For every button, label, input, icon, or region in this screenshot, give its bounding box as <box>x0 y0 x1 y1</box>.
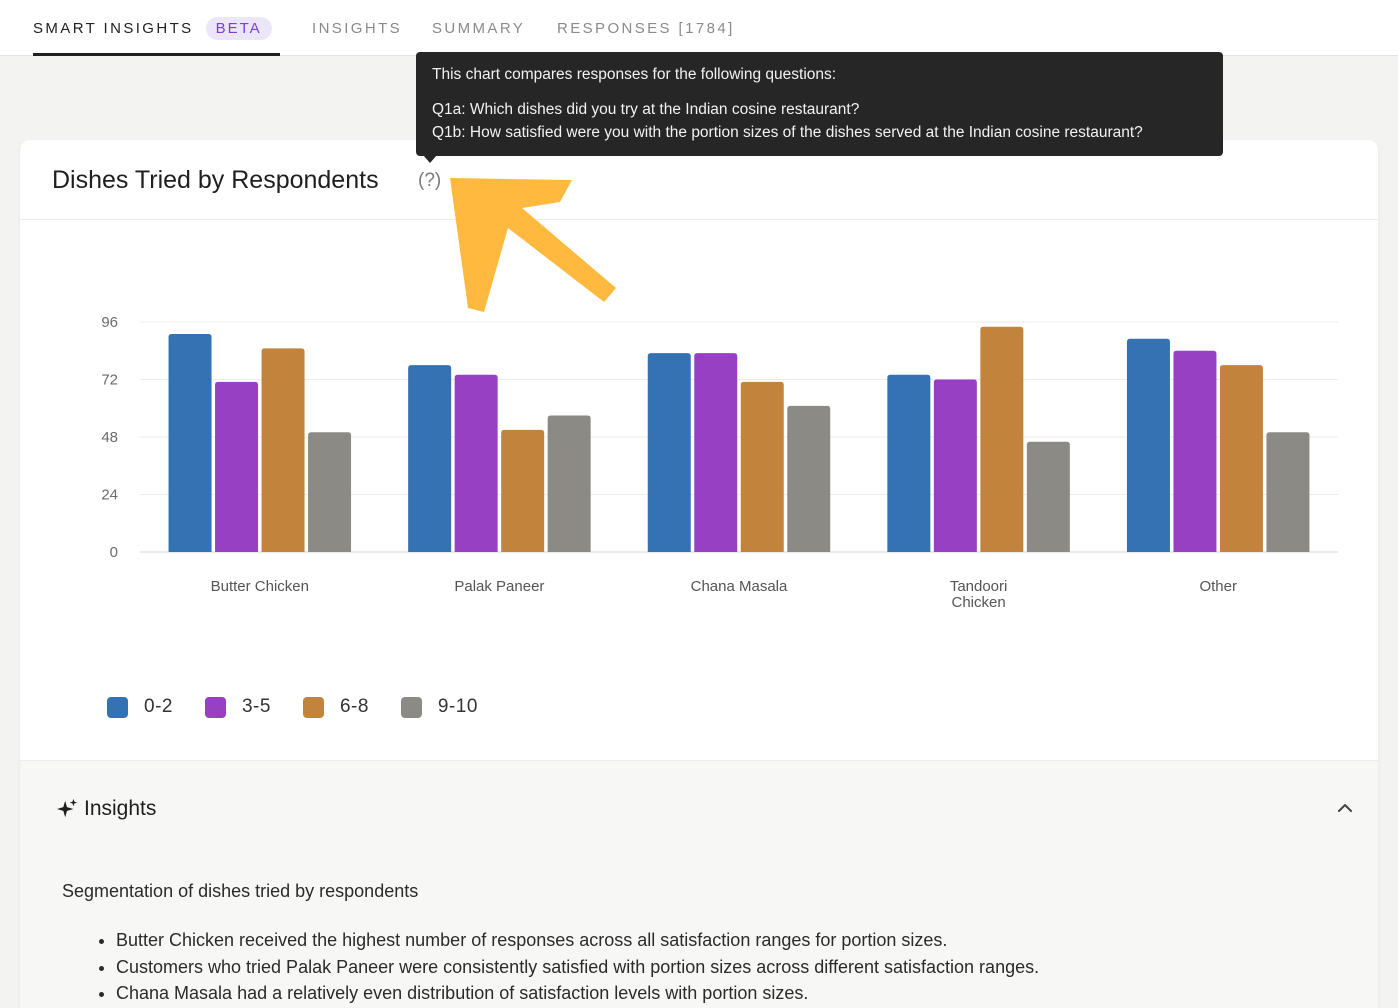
tab-smart-insights[interactable]: SMART INSIGHTS BETA <box>33 0 272 56</box>
bar-9-10-0[interactable] <box>308 432 352 552</box>
tooltip-question-q1a: Q1a: Which dishes did you try at the Ind… <box>432 101 860 118</box>
chart-card: Dishes Tried by Respondents (?) 0 24 48 72 9… <box>20 140 1378 1008</box>
bar-6-8-0[interactable] <box>261 348 305 552</box>
legend-label: 3-5 <box>241 696 271 717</box>
bar-9-10-2[interactable] <box>787 405 831 552</box>
list-item: Chana Masala had a relatively even distr… <box>116 980 1039 1007</box>
beta-badge: BETA <box>205 16 272 40</box>
insights-list: Butter Chicken received the highest numb… <box>116 927 1039 1007</box>
legend-swatch <box>302 696 324 718</box>
bar-3-5-0[interactable] <box>215 381 259 552</box>
bar-3-5-4[interactable] <box>1173 350 1217 552</box>
bar-chart: 0 24 48 72 96 Butter Chicken Palak Paneer Chana… <box>101 314 1338 611</box>
legend-swatch <box>400 696 422 718</box>
bar-3-5-2[interactable] <box>694 353 738 552</box>
legend-swatch <box>107 696 128 718</box>
bar-3-5-1[interactable] <box>454 374 498 552</box>
tooltip-intro: This chart compares responses for the fo… <box>432 66 837 83</box>
tab-smart-insights-label: SMART INSIGHTS <box>33 19 194 37</box>
arrow-annotation-icon <box>450 178 616 312</box>
x-tick-label: Chana Masala <box>691 578 788 595</box>
bar-0-2-0[interactable] <box>168 333 212 552</box>
tab-responses-label: RESPONSES [1784] <box>557 19 735 37</box>
bar-6-8-4[interactable] <box>1219 365 1263 552</box>
bar-0-2-4[interactable] <box>1126 338 1170 552</box>
tab-responses[interactable]: RESPONSES [1784] <box>557 0 735 56</box>
x-tick-label: Tandoori Chicken <box>950 578 1008 611</box>
bar-6-8-3[interactable] <box>980 326 1024 552</box>
bar-6-8-1[interactable] <box>501 429 545 552</box>
insights-title: Insights <box>84 797 157 820</box>
bar-9-10-1[interactable] <box>547 415 591 552</box>
insights-panel: Insights Segmentation of dishes tried by… <box>20 760 1378 1008</box>
x-tick-label: Other <box>1199 578 1237 595</box>
legend-label: 9-10 <box>437 696 478 717</box>
help-tooltip: This chart compares responses for the fo… <box>416 52 1223 156</box>
list-item: Customers who tried Palak Paneer were co… <box>116 954 1039 981</box>
chevron-up-icon[interactable] <box>1336 799 1354 817</box>
chart-title: Dishes Tried by Respondents <box>52 166 379 194</box>
y-tick-label: 48 <box>101 429 118 446</box>
y-tick-label: 96 <box>101 314 118 331</box>
help-icon[interactable]: (?) <box>418 170 442 191</box>
list-item: Butter Chicken received the highest numb… <box>116 927 1039 954</box>
legend-item-0-2[interactable]: 0-2 <box>107 696 173 718</box>
tooltip-pointer <box>423 155 437 163</box>
legend-item-9-10[interactable]: 9-10 <box>400 696 478 718</box>
tooltip-question-q1b: Q1b: How satisfied were you with the por… <box>432 124 1143 141</box>
bar-0-2-1[interactable] <box>408 365 452 552</box>
active-tab-indicator <box>33 53 280 56</box>
bar-3-5-3[interactable] <box>933 379 977 553</box>
legend-label: 6-8 <box>339 696 369 717</box>
y-tick-label: 0 <box>110 544 118 561</box>
legend-label: 0-2 <box>144 696 173 717</box>
y-tick-label: 24 <box>101 487 118 504</box>
x-tick-label: Butter Chicken <box>211 578 309 595</box>
bar-9-10-4[interactable] <box>1266 432 1310 552</box>
bar-0-2-2[interactable] <box>647 353 691 552</box>
chart-legend: 0-2 3-5 6-8 9-10 <box>107 694 510 720</box>
x-tick-label: Palak Paneer <box>454 578 544 595</box>
tab-summary[interactable]: SUMMARY <box>432 0 525 56</box>
sparkle-icon <box>56 798 78 818</box>
legend-swatch <box>204 696 226 718</box>
insights-header[interactable]: Insights <box>56 797 156 821</box>
insights-subtitle: Segmentation of dishes tried by responde… <box>62 881 419 901</box>
bar-6-8-2[interactable] <box>740 381 784 552</box>
card-header: Dishes Tried by Respondents (?) <box>20 140 1378 220</box>
tab-insights[interactable]: INSIGHTS <box>312 0 402 56</box>
legend-item-6-8[interactable]: 6-8 <box>302 696 369 718</box>
top-navigation: SMART INSIGHTS BETA INSIGHTS SUMMARY RES… <box>0 0 1398 56</box>
tab-insights-label: INSIGHTS <box>312 19 403 37</box>
y-tick-label: 72 <box>101 372 118 389</box>
bar-9-10-3[interactable] <box>1026 441 1070 552</box>
bar-0-2-3[interactable] <box>887 374 931 552</box>
tab-summary-label: SUMMARY <box>432 19 526 37</box>
legend-item-3-5[interactable]: 3-5 <box>204 696 271 718</box>
